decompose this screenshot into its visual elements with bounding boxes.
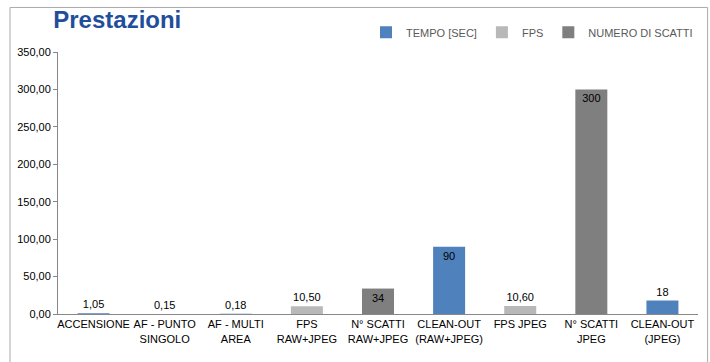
svg-text:50,00: 50,00 [23, 270, 51, 282]
svg-text:0,15: 0,15 [154, 299, 175, 311]
svg-text:0,00: 0,00 [29, 308, 50, 320]
svg-text:AF - MULTIAREA: AF - MULTIAREA [208, 318, 264, 344]
svg-text:300: 300 [582, 92, 600, 104]
svg-text:CLEAN-OUT(RAW+JPEG): CLEAN-OUT(RAW+JPEG) [415, 318, 483, 344]
svg-text:250,00: 250,00 [17, 121, 51, 133]
svg-text:300,00: 300,00 [17, 83, 51, 95]
svg-text:Prestazioni: Prestazioni [53, 6, 181, 33]
svg-text:100,00: 100,00 [17, 233, 51, 245]
svg-text:TEMPO [SEC]: TEMPO [SEC] [406, 27, 477, 39]
svg-text:FPSRAW+JPEG: FPSRAW+JPEG [277, 318, 337, 344]
svg-text:AF - PUNTOSINGOLO: AF - PUNTOSINGOLO [134, 318, 197, 344]
svg-text:FPS JPEG: FPS JPEG [494, 318, 547, 330]
svg-text:CLEAN-OUT(JPEG): CLEAN-OUT(JPEG) [631, 318, 695, 344]
svg-text:0,18: 0,18 [225, 299, 246, 311]
svg-text:200,00: 200,00 [17, 158, 51, 170]
svg-text:1,05: 1,05 [83, 298, 104, 310]
svg-text:FPS: FPS [522, 27, 543, 39]
svg-text:ACCENSIONE: ACCENSIONE [57, 318, 130, 330]
svg-text:18: 18 [656, 286, 668, 298]
svg-text:N° SCATTIJPEG: N° SCATTIJPEG [564, 318, 618, 344]
svg-text:34: 34 [372, 292, 384, 304]
svg-text:10,60: 10,60 [506, 291, 534, 303]
svg-text:10,50: 10,50 [293, 291, 321, 303]
svg-text:N° SCATTIRAW+JPEG: N° SCATTIRAW+JPEG [348, 318, 408, 344]
svg-text:150,00: 150,00 [17, 196, 51, 208]
svg-text:350,00: 350,00 [17, 46, 51, 58]
svg-text:NUMERO DI SCATTI: NUMERO DI SCATTI [588, 27, 692, 39]
svg-text:90: 90 [443, 250, 455, 262]
